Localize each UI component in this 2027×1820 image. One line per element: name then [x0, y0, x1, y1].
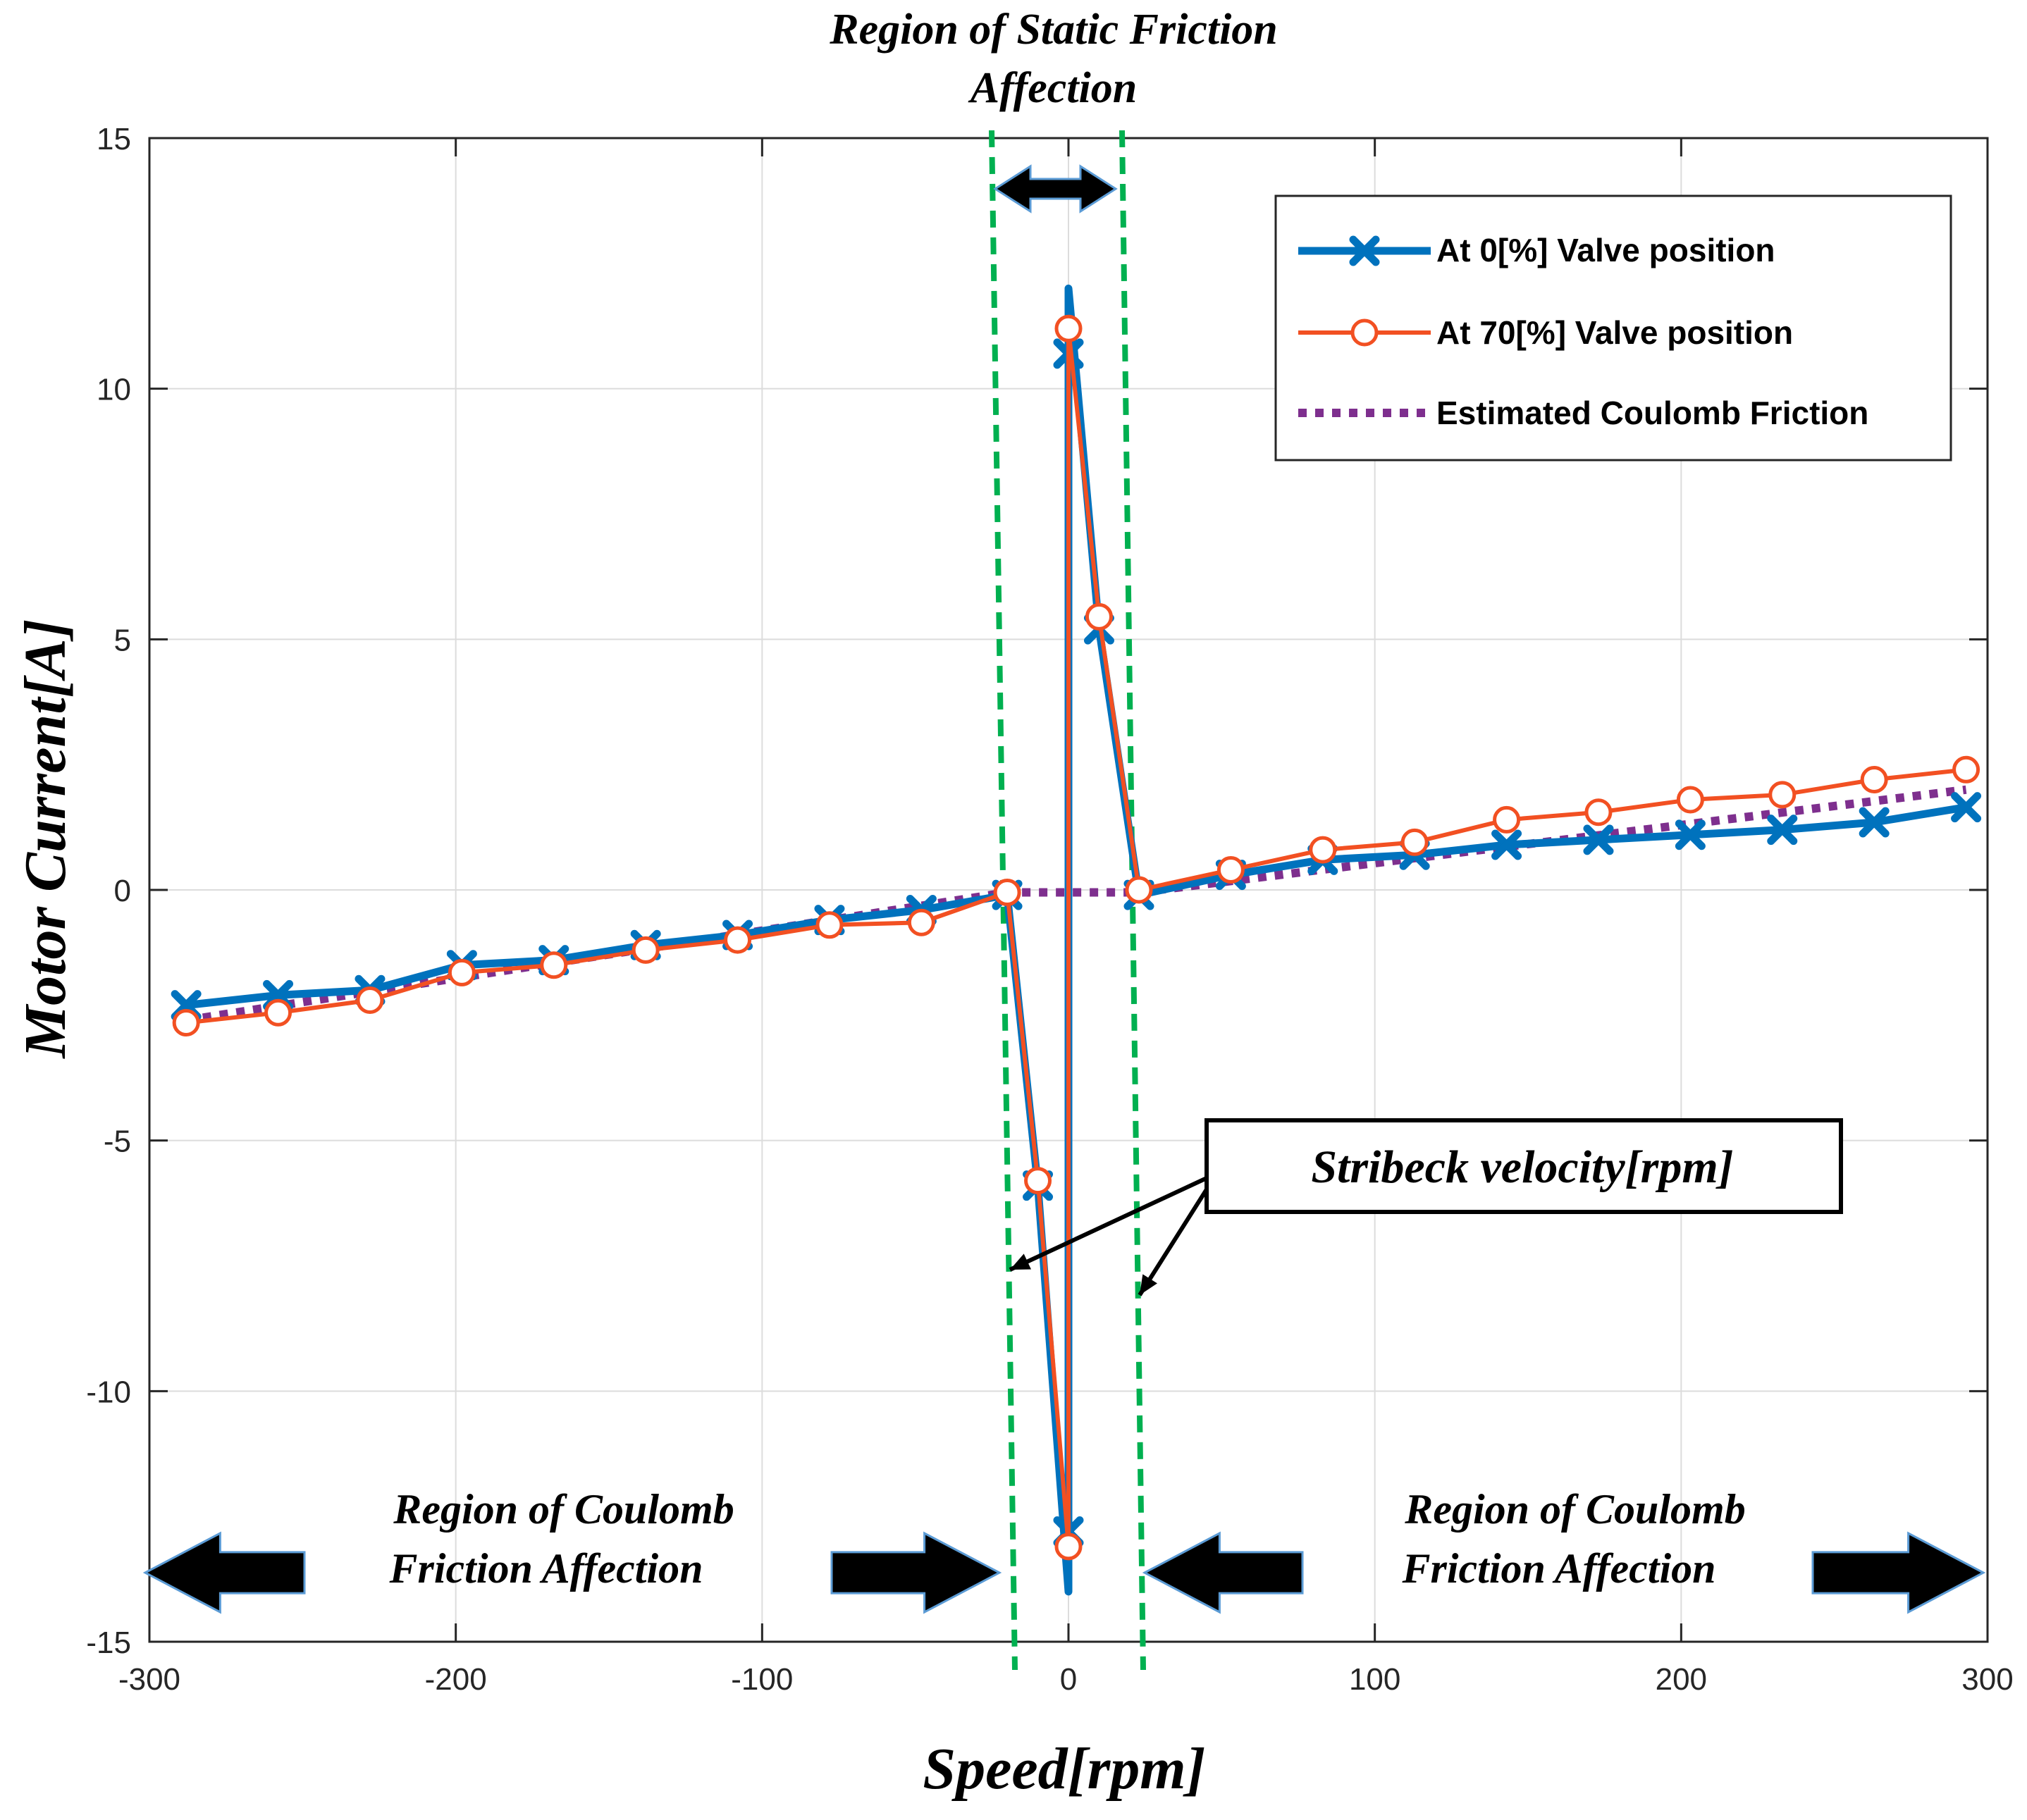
stribeck-label: Stribeck velocity[rpm]: [1311, 1141, 1733, 1193]
series-1-marker: [1054, 314, 1083, 342]
coulomb-right-label-line2: Friction Affection: [1401, 1545, 1715, 1592]
series-layer: [171, 284, 1982, 1596]
x-tick-label: 200: [1656, 1662, 1707, 1697]
series-1-marker: [448, 958, 476, 986]
y-tick-label: 0: [114, 874, 131, 908]
coulomb-left-label-line1: Region of Coulomb: [393, 1486, 734, 1533]
series-0-marker: [1491, 829, 1522, 860]
x-tick-label: 0: [1060, 1662, 1077, 1697]
series-1-marker: [1493, 805, 1521, 834]
series-1-marker: [1676, 786, 1704, 814]
series-1-marker: [1125, 876, 1153, 904]
series-1-marker: [540, 951, 568, 979]
tick-layer: -300 -200 -100 0 100 200 300 -15 -10 -5 0 5 10 15: [86, 122, 2013, 1697]
legend-swatches: [1298, 235, 1431, 417]
static-region-double-arrow: [993, 164, 1118, 213]
series-0-marker: [1859, 807, 1890, 838]
series-1-marker: [1860, 766, 1888, 794]
series-1-marker: [1085, 602, 1113, 631]
y-tick-label: 5: [114, 623, 131, 657]
x-tick-label: -300: [118, 1662, 180, 1697]
stribeck-boundary-left: [989, 130, 1018, 1671]
stribeck-label-box: [1205, 1118, 1843, 1214]
series-1-line: [185, 326, 1966, 1549]
series-0-marker: [1675, 819, 1706, 850]
legend-label-series-2: Estimated Coulomb Friction: [1436, 395, 1868, 431]
series-1-marker: [1216, 856, 1245, 884]
stribeck-annotation: Stribeck velocity[rpm]: [1205, 1118, 1843, 1214]
series-1-marker: [264, 998, 292, 1027]
region-layer: [989, 130, 1146, 1671]
x-tick-label: -100: [731, 1662, 793, 1697]
y-tick-label: -5: [104, 1125, 131, 1159]
stribeck-pointer-right: [1138, 1188, 1209, 1296]
series-1-marker: [1400, 828, 1429, 856]
x-tick-label: 100: [1349, 1662, 1400, 1697]
series-1-marker: [1584, 798, 1613, 827]
series-1-marker: [1054, 1533, 1083, 1561]
legend-label-series-1: At 70[%] Valve position: [1436, 314, 1793, 351]
left-region-arrow-left: [142, 1531, 306, 1614]
x-axis-label: Speed[rpm]: [923, 1736, 1205, 1802]
legend-swatch-series-1-marker: [1350, 318, 1379, 347]
coulomb-left-label-line2: Friction Affection: [388, 1545, 703, 1592]
stribeck-pointer-left: [1009, 1176, 1208, 1272]
series-1-marker: [993, 879, 1021, 907]
series-0-marker: [1349, 235, 1380, 266]
series-1-marker: [1768, 781, 1797, 809]
series-1-marker: [1024, 1167, 1052, 1195]
left-region-arrow-right: [830, 1531, 1002, 1614]
y-tick-label: -10: [86, 1375, 131, 1409]
series-1-marker: [1309, 836, 1337, 864]
stribeck-boundary-right: [1119, 130, 1146, 1671]
series-1-marker: [724, 926, 752, 954]
stribeck-pointer-right-head: [1140, 1274, 1157, 1295]
series-1-marker: [631, 936, 660, 964]
series-0-marker: [1767, 815, 1798, 846]
legend: At 0[%] Valve position At 70[%] Valve po…: [1274, 194, 1952, 462]
series-1-marker: [172, 1009, 200, 1037]
y-tick-label: -15: [86, 1626, 131, 1660]
coulomb-right-label-line1: Region of Coulomb: [1404, 1486, 1745, 1533]
static-region-title-line2: Affection: [968, 64, 1138, 112]
y-tick-label: 10: [97, 373, 131, 407]
y-tick-label: 15: [97, 122, 131, 156]
right-region-arrow-left: [1142, 1531, 1304, 1614]
series-0-marker: [1583, 824, 1614, 855]
static-region-title-line1: Region of Static Friction: [829, 6, 1278, 54]
y-axis-label: Motor Current[A]: [13, 619, 78, 1059]
stribeck-pointer-left-head: [1010, 1253, 1031, 1270]
legend-label-series-0: At 0[%] Valve position: [1436, 232, 1775, 268]
series-1-marker: [356, 986, 384, 1014]
right-region-arrow-right: [1811, 1531, 1986, 1614]
annotation-layer: [142, 164, 1986, 1614]
x-tick-label: -200: [425, 1662, 487, 1697]
series-1-marker: [815, 911, 844, 939]
series-coulomb-line: [185, 785, 1967, 1024]
series-0-marker: [1951, 792, 1982, 823]
x-tick-label: 300: [1961, 1662, 2013, 1697]
series-1-marker: [1952, 755, 1980, 784]
series-1-marker: [907, 908, 935, 936]
